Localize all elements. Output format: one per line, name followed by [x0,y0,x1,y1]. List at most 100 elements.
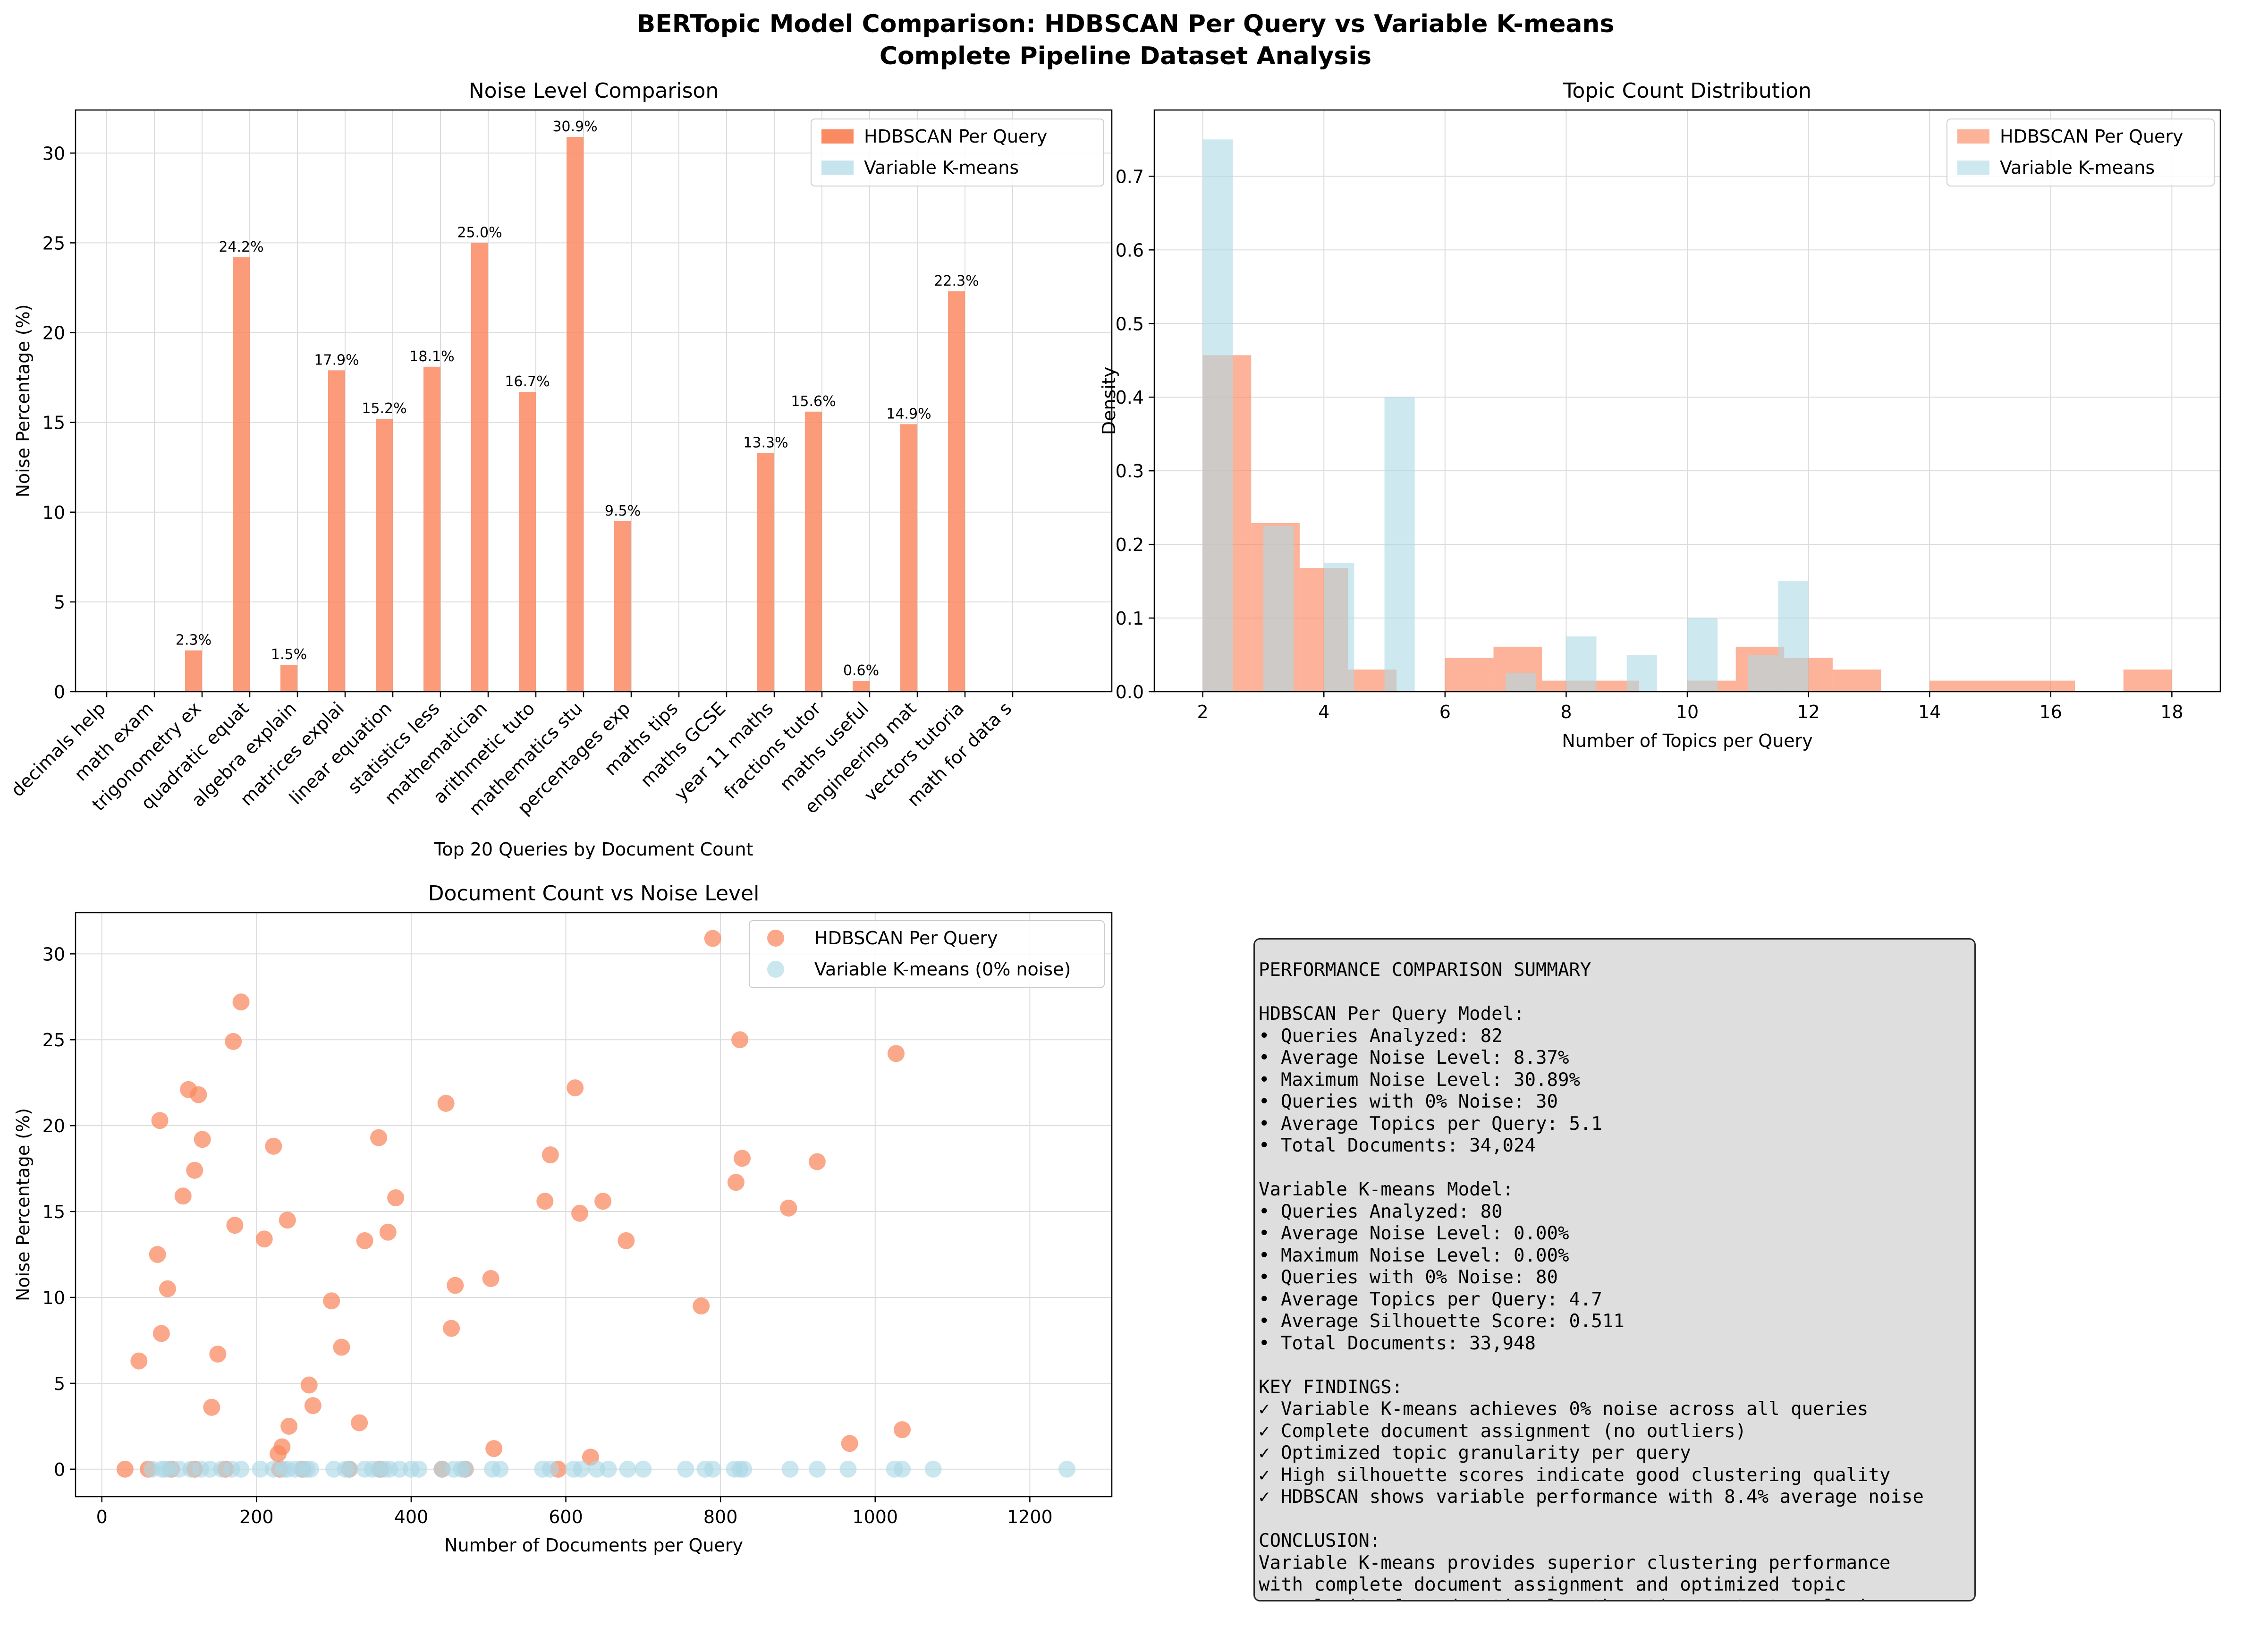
scatter-point-kmeans [542,1460,559,1478]
scatter-point-hdbscan [159,1280,176,1297]
scatter-point-hdbscan [152,1325,170,1342]
hist-bar-kmeans [1384,397,1415,692]
scatter-point-hdbscan [225,1033,242,1050]
x-axis-label: Top 20 Queries by Document Count [434,839,753,860]
y-axis-label: Noise Percentage (%) [13,1108,34,1301]
y-tick-label: 0 [54,682,65,703]
scatter-point-hdbscan [370,1129,388,1146]
x-tick-label: 10 [1676,702,1699,722]
bar-data-label: 0.6% [843,662,879,679]
summary-line: • Total Documents: 33,948 [1259,1332,1536,1354]
hist-bar-hdbscan [1929,680,1978,692]
legend-box [1946,119,2215,186]
legend-swatch-kmeans [821,161,854,175]
scatter-point-hdbscan [542,1146,559,1163]
summary-line: • Average Topics per Query: 4.7 [1259,1288,1602,1310]
bar-data-label: 22.3% [934,273,979,289]
y-tick-label: 20 [42,323,65,344]
x-tick-label: 14 [1918,702,1941,722]
bar-data-label: 25.0% [457,224,502,241]
bar-hdbscan [900,424,917,692]
scatter-point-hdbscan [693,1297,710,1315]
summary-line [1259,982,1974,1004]
bar-hdbscan [185,650,202,692]
scatter-point-kmeans [619,1460,636,1478]
scatter-point-hdbscan [194,1131,211,1148]
scatter-point-kmeans [340,1460,358,1478]
hist-bar-kmeans [1748,655,1778,692]
x-tick-label: 6 [1439,702,1451,722]
x-tick-label: 4 [1318,702,1329,722]
y-tick-label: 10 [42,502,65,523]
hist-bar-hdbscan [1832,669,1881,692]
performance-summary-box: PERFORMANCE COMPARISON SUMMARY HDBSCAN P… [1253,938,1976,1601]
scatter-point-kmeans [781,1460,799,1478]
scatter-point-hdbscan [300,1376,318,1394]
scatter-point-hdbscan [447,1277,464,1294]
scatter-point-hdbscan [571,1204,589,1222]
chart-title: Noise Level Comparison [469,79,719,103]
y-tick-label: 0.7 [1116,166,1144,187]
scatter-point-hdbscan [894,1421,911,1439]
hist-bar-kmeans [1626,655,1657,692]
hist-bar-hdbscan [1978,680,2027,692]
summary-line [1259,1157,1974,1179]
figure-subtitle: Complete Pipeline Dataset Analysis [880,42,1371,70]
scatter-point-hdbscan [323,1292,340,1310]
summary-line: • Queries Analyzed: 82 [1259,1025,1503,1047]
legend-swatch-kmeans [1957,161,1989,175]
legend-label-kmeans: Variable K-means [864,157,1019,178]
scatter-point-hdbscan [304,1397,322,1415]
scatter-point-kmeans [410,1460,428,1478]
summary-line: • Average Noise Level: 8.37% [1259,1047,1569,1068]
legend-box [811,119,1104,186]
scatter-point-hdbscan [731,1031,749,1049]
scatter-point-kmeans [457,1460,474,1478]
scatter-point-hdbscan [808,1153,826,1170]
scatter-point-hdbscan [265,1137,282,1155]
chart-title: Document Count vs Noise Level [428,881,760,906]
summary-line: granularity for educational mathematics … [1259,1596,1974,1601]
bar-hdbscan [233,257,250,692]
bar-hdbscan [948,291,965,692]
hist-bar-kmeans [1324,563,1354,692]
scatter-point-hdbscan [190,1086,207,1103]
summary-line: ✓ Complete document assignment (no outli… [1259,1420,1747,1442]
x-axis-label: Number of Topics per Query [1562,730,1813,751]
x-tick-label: 400 [394,1507,429,1527]
scatter-point-kmeans [635,1460,652,1478]
scatter-point-hdbscan [116,1460,134,1478]
y-tick-label: 0 [54,1459,65,1480]
y-tick-label: 25 [42,233,65,254]
scatter-point-hdbscan [280,1417,298,1435]
scatter-point-hdbscan [356,1232,373,1249]
summary-line: • Average Silhouette Score: 0.511 [1259,1311,1625,1332]
summary-line: • Queries Analyzed: 80 [1259,1201,1503,1222]
scatter-point-kmeans [302,1460,319,1478]
bar-data-label: 15.2% [362,400,406,417]
scatter-point-hdbscan [437,1094,455,1112]
document-noise-scatter-chart: 0 5 10 15 20 25 30 0 200 400 600 800 1000 1200 Documen… [13,881,1113,1556]
scatter-point-hdbscan [841,1435,858,1452]
scatter-point-hdbscan [780,1199,797,1217]
legend-marker-kmeans [767,961,784,978]
y-tick-label: 30 [42,944,65,965]
hist-bar-kmeans [1566,636,1597,692]
scatter-point-hdbscan [567,1079,584,1097]
legend-label-hdbscan: HDBSCAN Per Query [2000,126,2183,147]
scatter-point-kmeans [573,1460,590,1478]
bar-hdbscan [280,664,297,692]
x-tick-label: 16 [2039,702,2062,722]
plot-frame [75,109,1113,693]
scatter-point-hdbscan [203,1398,220,1416]
scatter-point-hdbscan [727,1174,745,1191]
bar-data-label: 14.9% [886,406,931,422]
chart-title: Topic Count Distribution [1563,79,1811,103]
plot-frame [75,912,1113,1498]
bar-hdbscan [757,453,774,692]
summary-line: HDBSCAN Per Query Model: [1259,1003,1525,1025]
scatter-point-hdbscan [186,1161,203,1179]
bar-hdbscan [853,681,870,692]
scatter-point-hdbscan [379,1223,397,1241]
legend-label-kmeans: Variable K-means [2000,157,2155,178]
